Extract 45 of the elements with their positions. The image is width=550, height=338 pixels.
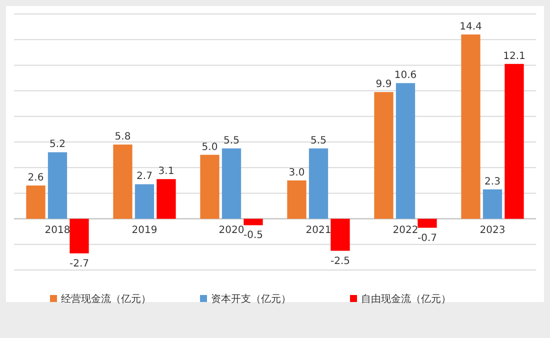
data-label: 5.5	[310, 135, 326, 146]
x-tick-label: 2020	[218, 224, 244, 236]
bar	[48, 152, 68, 219]
bar	[244, 218, 263, 226]
data-label: 3.0	[288, 167, 305, 178]
data-label: 14.4	[460, 21, 482, 32]
data-label: -2.7	[69, 258, 90, 270]
data-label: -0.5	[243, 230, 264, 242]
bar	[134, 184, 154, 219]
bar	[26, 186, 46, 219]
data-label: 12.1	[503, 50, 526, 62]
data-label: -0.7	[417, 232, 438, 244]
data-label: 2.6	[28, 172, 44, 184]
data-label: 2.7	[136, 171, 152, 182]
data-label: 3.1	[158, 166, 174, 178]
x-tick-label: 2018	[44, 224, 70, 236]
legend-label: 资本开支（亿元）	[211, 293, 291, 305]
bar	[70, 218, 89, 254]
legend-label: 经营现金流（亿元）	[61, 293, 151, 305]
data-label: 5.5	[224, 135, 240, 146]
bar	[504, 64, 524, 219]
bar	[156, 179, 176, 219]
data-label: -2.5	[330, 256, 350, 267]
data-label: 2.3	[484, 176, 500, 188]
x-tick-label: 2023	[480, 224, 506, 236]
bar	[222, 148, 242, 219]
data-label: 5.8	[114, 132, 131, 143]
bar	[287, 180, 306, 219]
x-tick-label: 2022	[392, 224, 418, 236]
bar	[396, 83, 416, 219]
data-label: 5.0	[202, 142, 218, 153]
bar	[330, 218, 350, 251]
bar	[200, 154, 220, 219]
data-label: 9.9	[376, 79, 392, 90]
bar	[461, 34, 480, 219]
bar	[308, 148, 328, 219]
bar	[418, 218, 437, 228]
bar	[113, 144, 132, 219]
data-label: 10.6	[394, 70, 417, 82]
x-tick-label: 2019	[132, 224, 158, 236]
bar	[374, 92, 394, 219]
legend-label: 自由现金流（亿元）	[361, 293, 451, 305]
data-label: 5.2	[50, 139, 66, 150]
x-tick-label: 2021	[306, 224, 332, 236]
bar	[482, 189, 502, 219]
